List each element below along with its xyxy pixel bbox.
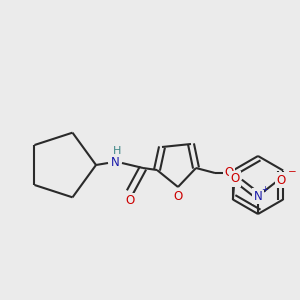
Text: N: N: [111, 157, 119, 169]
Text: −: −: [288, 167, 296, 177]
Text: O: O: [230, 172, 240, 185]
Text: O: O: [125, 194, 135, 208]
Text: O: O: [224, 167, 234, 179]
Text: +: +: [262, 184, 268, 194]
Text: O: O: [276, 173, 286, 187]
Text: H: H: [113, 146, 121, 156]
Text: O: O: [173, 190, 183, 203]
Text: N: N: [254, 190, 262, 202]
